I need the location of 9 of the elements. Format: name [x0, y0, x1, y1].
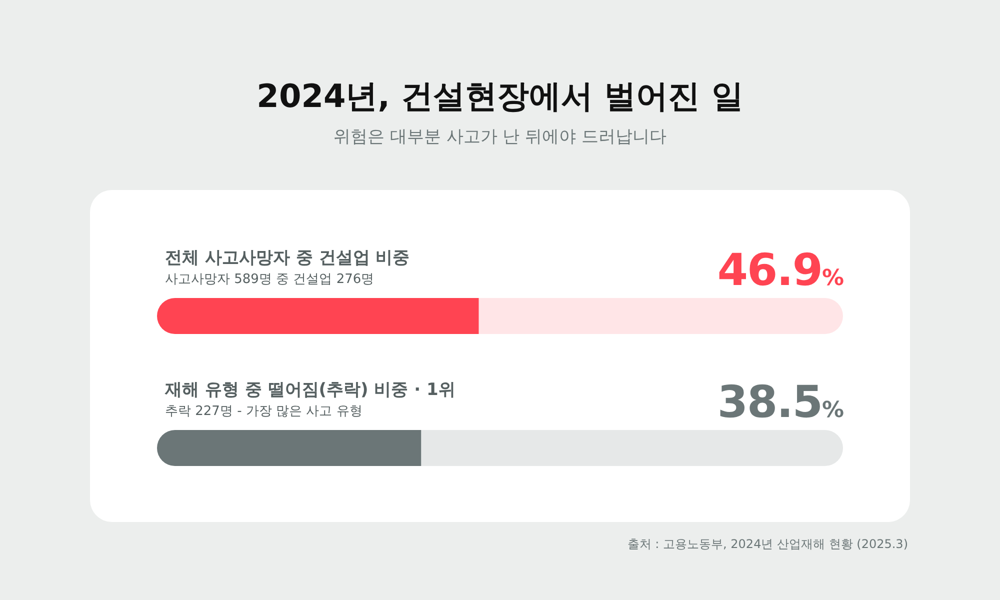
annotation: 사고사망자 589명 중 건설업 276명: [165, 272, 374, 287]
chart-title: 2024년, 건설현장에서 벌어진 일: [256, 77, 744, 115]
data-label: 46.9%: [717, 245, 844, 296]
annotation: 추락 227명 - 가장 많은 사고 유형: [165, 404, 362, 419]
y-tick-label: 전체 사고사망자 중 건설업 비중: [165, 248, 410, 268]
data-label: 38.5%: [717, 377, 844, 428]
source-note: 출처 : 고용노동부, 2024년 산업재해 현황 (2025.3): [627, 537, 908, 551]
chart-subtitle: 위험은 대부분 사고가 난 뒤에야 드러납니다: [333, 127, 667, 147]
y-tick-label: 재해 유형 중 떨어짐(추락) 비중 · 1위: [164, 380, 456, 400]
